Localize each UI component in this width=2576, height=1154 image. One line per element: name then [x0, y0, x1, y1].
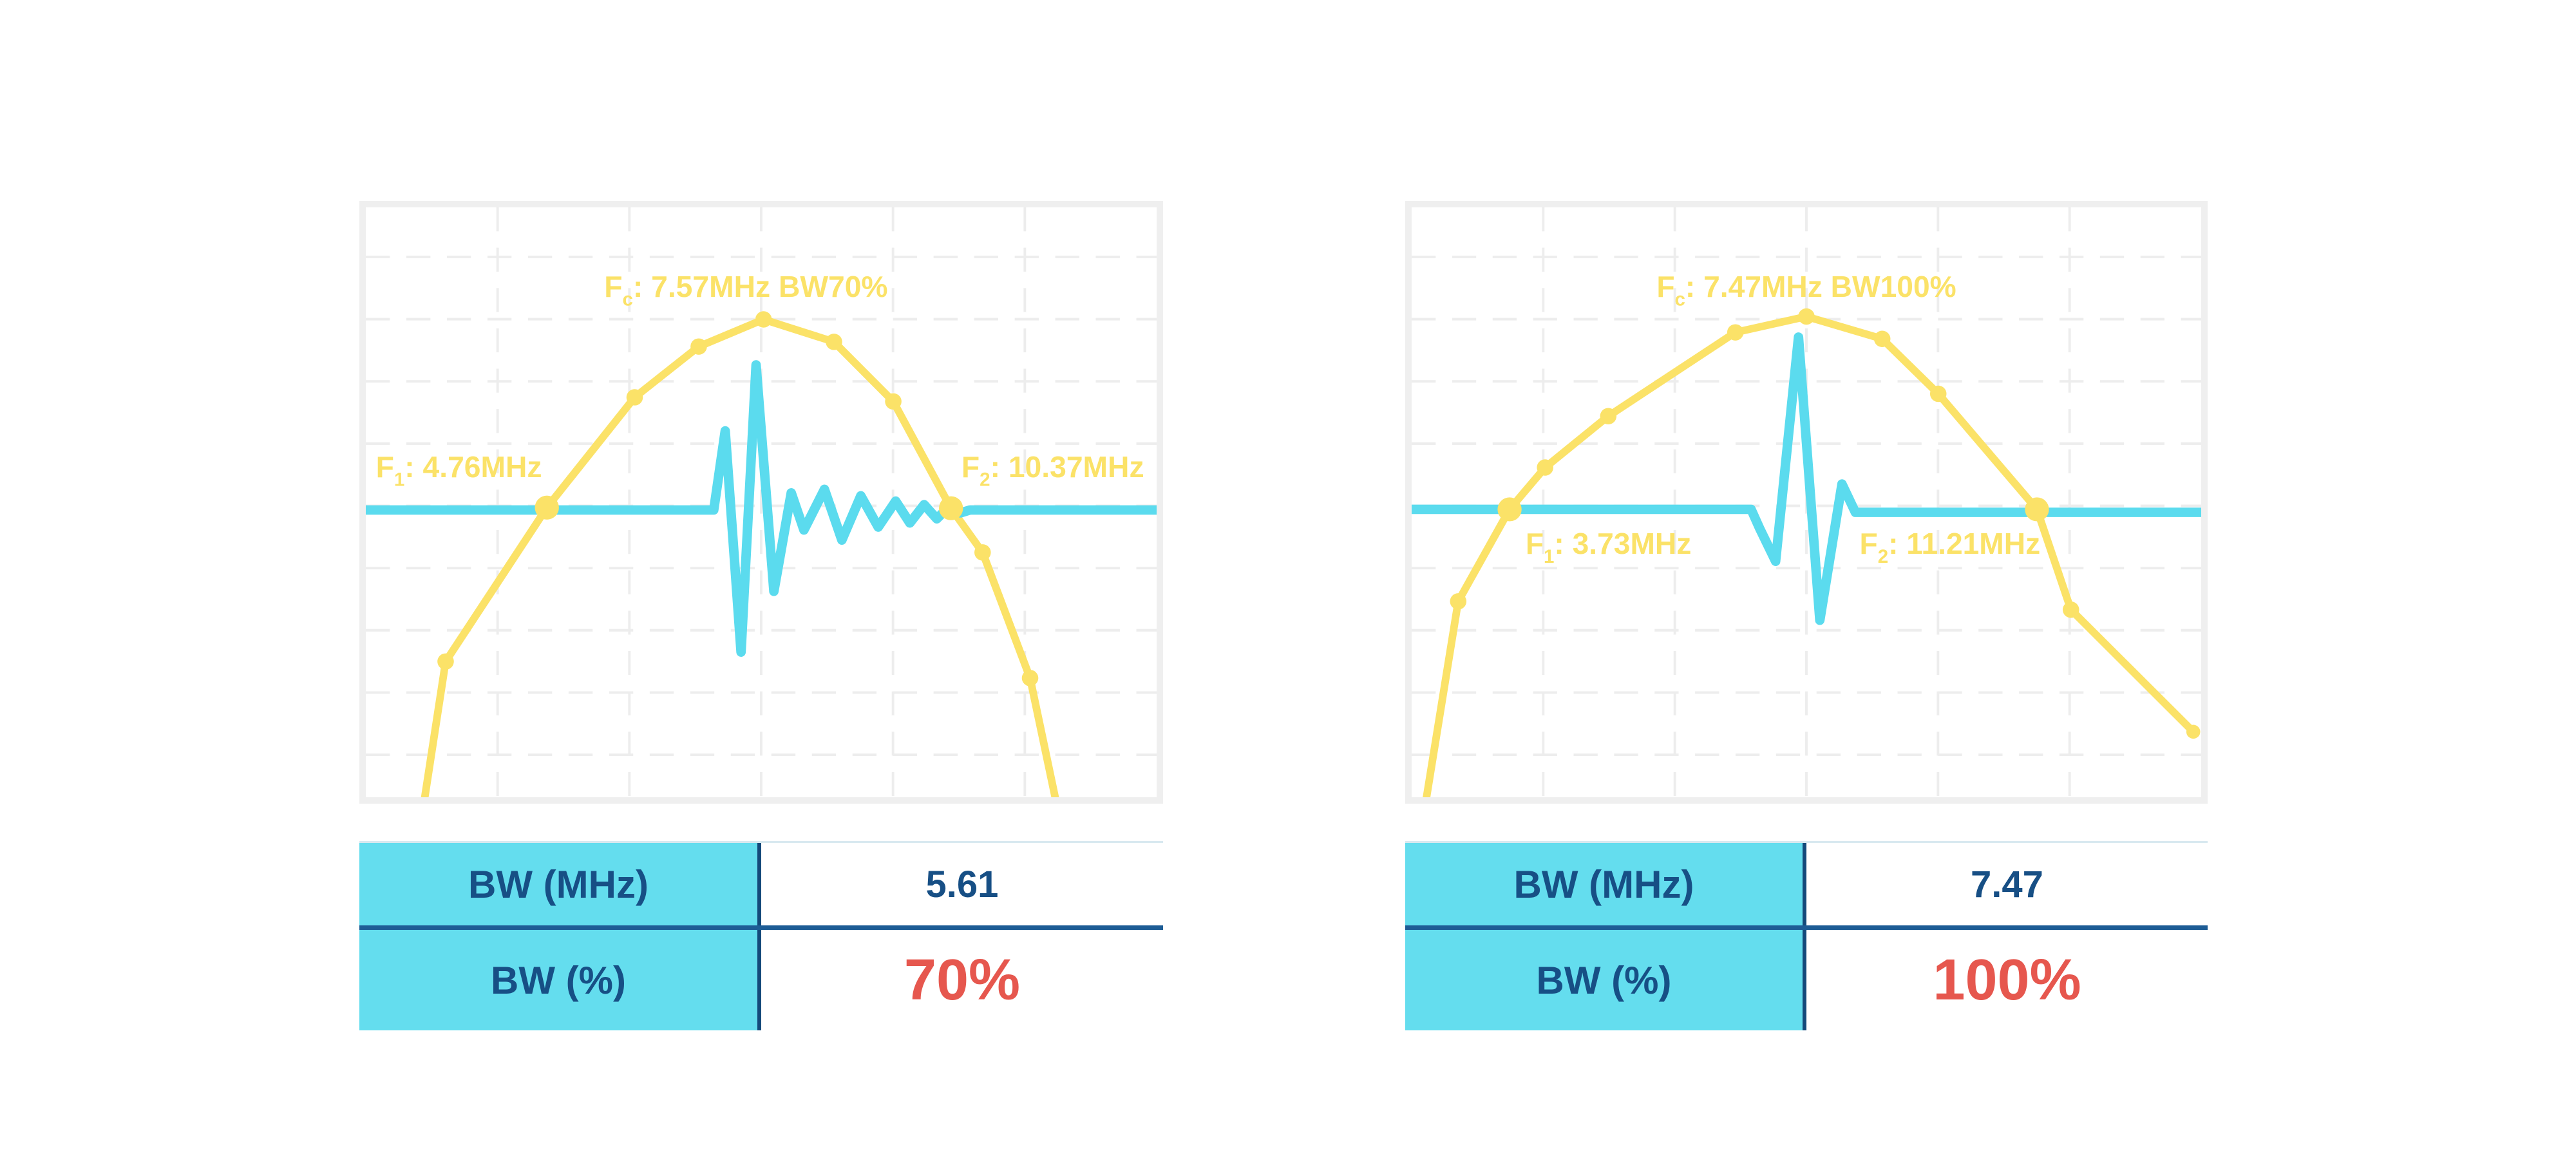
- table-row: BW (%) 100%: [1405, 925, 2208, 1030]
- bw-pct-label: BW (%): [359, 930, 761, 1030]
- f1-annotation: F1: 3.73MHz: [1526, 527, 1692, 567]
- table-row: BW (MHz) 7.47: [1405, 843, 2208, 925]
- chart-svg-bw100: Fc: 7.47MHz BW100% F1: 3.73MHz F2: 11.21…: [1412, 207, 2201, 797]
- bw-mhz-label: BW (MHz): [1405, 843, 1806, 925]
- bw-mhz-label: BW (MHz): [359, 843, 761, 925]
- spectrum-markers: [437, 311, 1039, 686]
- spectrum-curve: [1423, 312, 2197, 797]
- fc-annotation: Fc: 7.47MHz BW100%: [1656, 270, 1956, 310]
- fc-annotation: Fc: 7.57MHz BW70%: [604, 270, 887, 310]
- pulse-waveform: [1412, 332, 2201, 625]
- spectrum-curve: [421, 316, 1059, 797]
- f2-annotation: F2: 11.21MHz: [1860, 527, 2041, 567]
- chart-panel-bw100: Fc: 7.47MHz BW100% F1: 3.73MHz F2: 11.21…: [1405, 201, 2208, 804]
- table-row: BW (%) 70%: [359, 925, 1163, 1030]
- gridlines: [366, 207, 1157, 797]
- f2-annotation: F2: 10.37MHz: [961, 450, 1144, 491]
- chart-svg-bw70: Fc: 7.57MHz BW70% F1: 4.76MHz F2: 10.37M…: [366, 207, 1157, 797]
- bw-mhz-value: 5.61: [761, 843, 1163, 925]
- bw-table-bw100: BW (MHz) 7.47 BW (%) 100%: [1405, 841, 2208, 1030]
- table-row: BW (MHz) 5.61: [359, 843, 1163, 925]
- bw-mhz-value: 7.47: [1806, 843, 2208, 925]
- bw-pct-label: BW (%): [1405, 930, 1806, 1030]
- spectrum-markers: [1450, 308, 2201, 739]
- f1-annotation: F1: 4.76MHz: [376, 450, 542, 491]
- bw-table-bw70: BW (MHz) 5.61 BW (%) 70%: [359, 841, 1163, 1030]
- bw-pct-value: 70%: [761, 930, 1163, 1030]
- bw-pct-value: 100%: [1806, 930, 2208, 1030]
- chart-panel-bw70: Fc: 7.57MHz BW70% F1: 4.76MHz F2: 10.37M…: [359, 201, 1163, 804]
